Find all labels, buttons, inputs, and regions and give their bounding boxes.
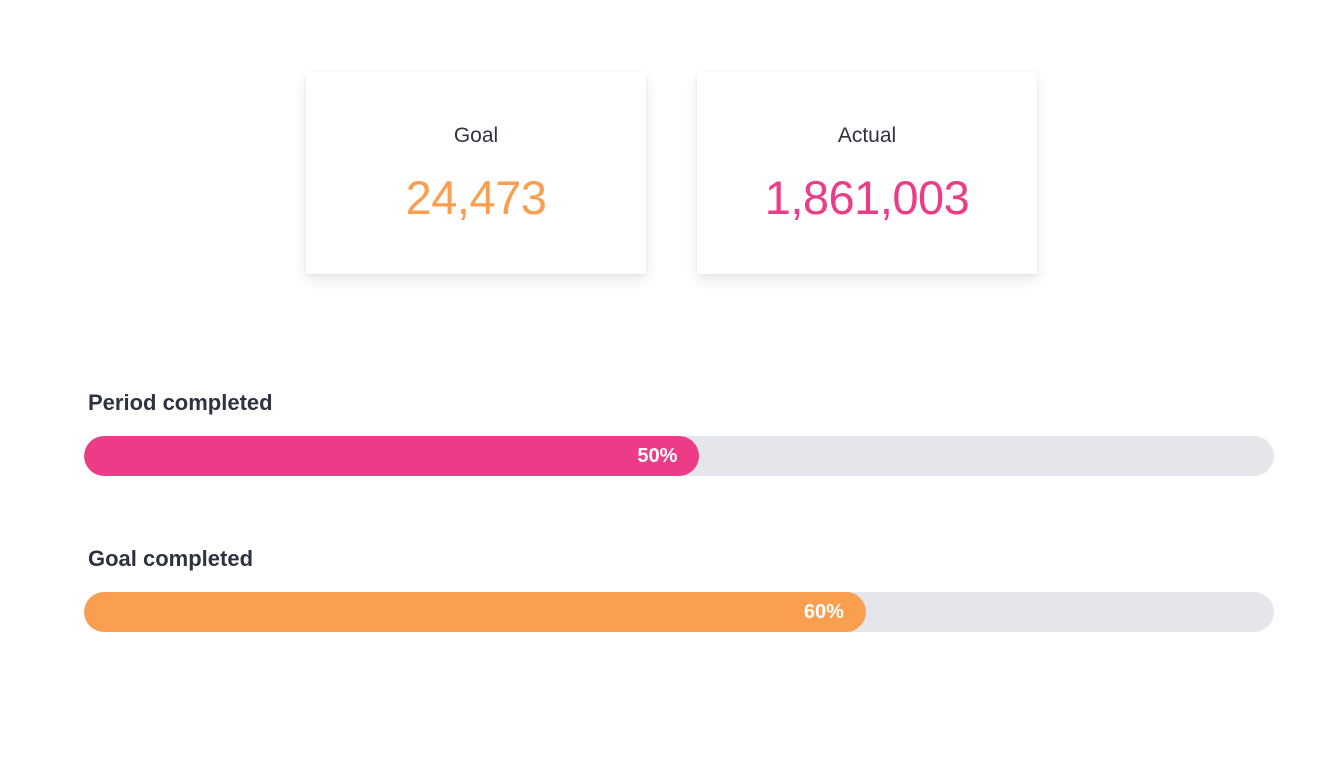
period-completed-progress-fill: 50% [84,436,700,476]
actual-card: Actual 1,861,003 [697,72,1037,274]
goal-completed-progress-track: 60% [84,592,1274,632]
goal-completed-label: Goal completed [88,546,254,571]
goal-card-value: 24,473 [405,171,547,224]
goal-card: Goal 24,473 [306,72,646,274]
goal-completed-progress-fill: 60% [84,592,866,632]
goal-completed-percent: 60% [803,600,844,623]
goal-card-label: Goal [453,124,499,147]
period-completed-percent: 50% [637,444,678,467]
period-completed-label: Period completed [88,390,273,415]
period-completed-progress-track: 50% [84,436,1274,476]
actual-card-value: 1,861,003 [764,171,970,224]
actual-card-label: Actual [837,124,897,147]
